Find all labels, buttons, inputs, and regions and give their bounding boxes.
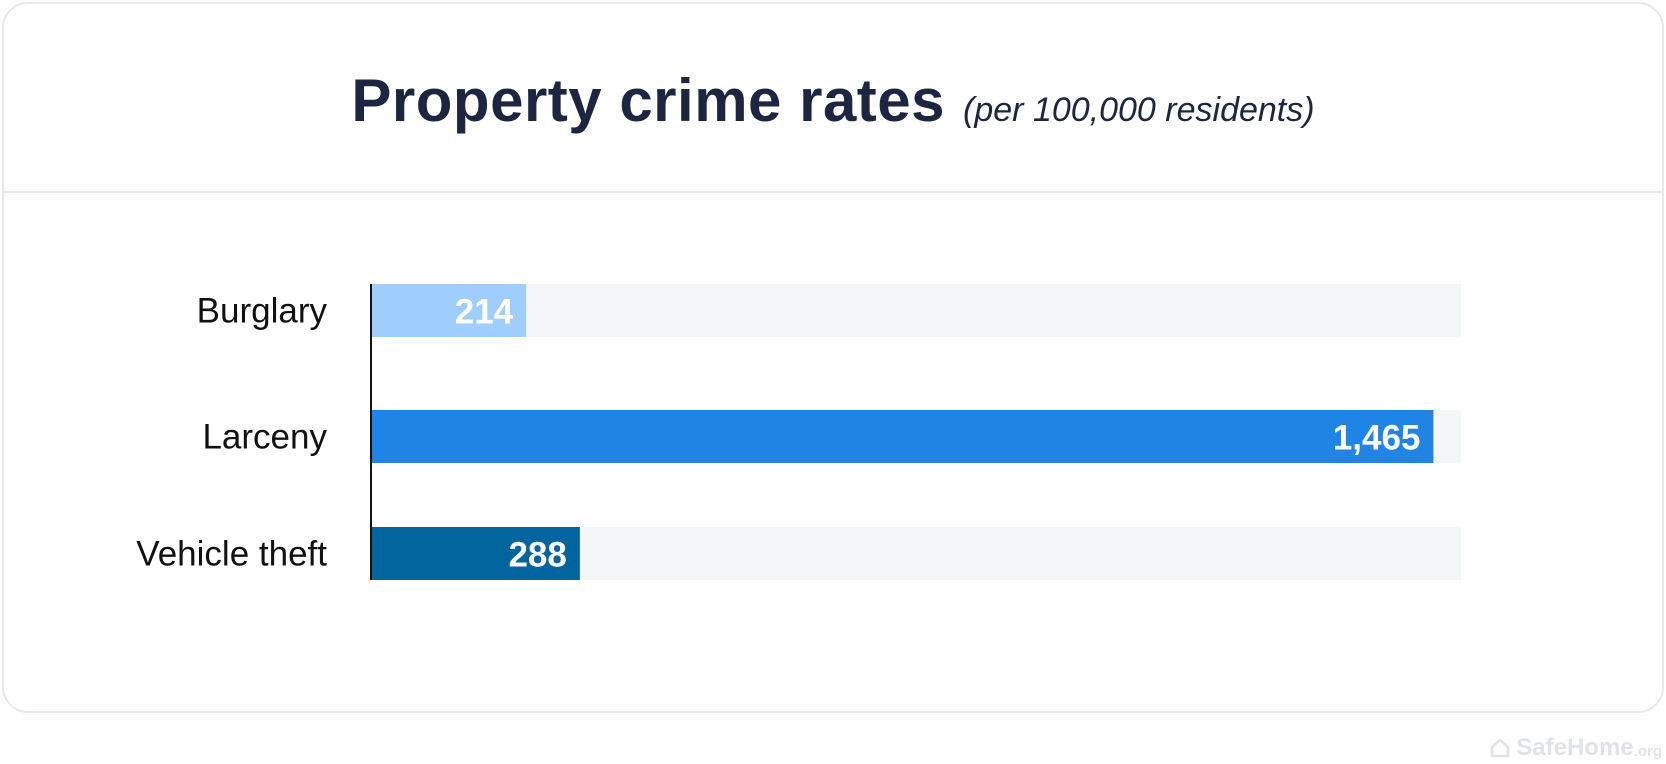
title-group: Property crime rates (per 100,000 reside… xyxy=(351,66,1314,135)
watermark-suffix: .org xyxy=(1633,743,1662,760)
category-label-burglary: Burglary xyxy=(197,292,328,331)
category-labels: Burglary Larceny Vehicle theft xyxy=(136,292,327,574)
value-label-larceny: 1,465 xyxy=(1333,419,1421,458)
bar-vehicle-theft xyxy=(371,527,580,580)
category-label-larceny: Larceny xyxy=(202,418,327,457)
category-label-vehicle-theft: Vehicle theft xyxy=(136,535,327,574)
chart-header: Property crime rates (per 100,000 reside… xyxy=(4,4,1662,193)
watermark-name: SafeHome xyxy=(1516,734,1634,761)
bar-track-burglary xyxy=(371,284,1461,337)
bar-burglary xyxy=(371,284,527,337)
chart-card: Property crime rates (per 100,000 reside… xyxy=(2,2,1664,713)
bar-larceny xyxy=(371,410,1434,463)
value-label-vehicle-theft: 288 xyxy=(508,536,566,575)
bars xyxy=(371,284,1434,580)
value-labels: 214 1,465 288 xyxy=(455,293,1421,575)
chart-title: Property crime rates xyxy=(351,67,946,134)
value-label-burglary: 214 xyxy=(455,293,514,332)
chart-subtitle: (per 100,000 residents) xyxy=(963,91,1315,129)
house-icon xyxy=(1491,738,1510,758)
watermark: SafeHome .org xyxy=(1489,734,1662,762)
